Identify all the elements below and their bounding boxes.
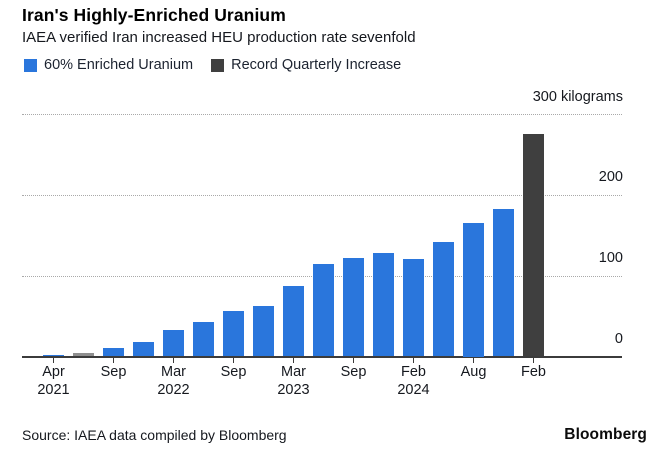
x-tick-Mar2023 [292, 357, 295, 363]
legend-swatch-dark-icon [211, 58, 225, 72]
y-axis-label-100: 100 [598, 250, 623, 267]
x-tick-Sep [352, 357, 355, 363]
bloomberg-logo: Bloomberg [564, 426, 647, 443]
x-tick-Mar2022 [172, 357, 175, 363]
legend-label: 60% Enriched Uranium [44, 57, 194, 73]
bar-4 [163, 329, 184, 357]
x-axis-label-month: Feb [521, 364, 546, 380]
bar-1 [73, 353, 94, 357]
x-tick-Sep [232, 357, 235, 363]
x-axis-label-month: Mar [161, 364, 186, 380]
y-axis-label-300: 300 kilograms [532, 88, 623, 105]
chart-subtitle: IAEA verified Iran increased HEU product… [22, 29, 416, 46]
x-tick-Feb [532, 357, 535, 363]
x-axis-label-year: 2021 [37, 382, 70, 398]
legend-swatch-blue-icon [24, 58, 37, 72]
legend: 60% Enriched Uranium Record Quarterly In… [24, 57, 401, 73]
x-axis-label-month: Feb [401, 364, 426, 380]
bar-12 [403, 258, 424, 357]
x-axis-label-year: 2022 [157, 382, 190, 398]
legend-item-enriched-uranium: 60% Enriched Uranium [24, 57, 193, 73]
bar-10 [343, 257, 364, 357]
x-axis-line [22, 356, 622, 358]
gridline-200 [22, 194, 622, 196]
source-note: Source: IAEA data compiled by Bloomberg [22, 427, 287, 443]
bar-16 [523, 134, 544, 357]
x-axis-label-month: Sep [340, 364, 367, 380]
bar-2 [103, 348, 124, 357]
x-tick-Apr2021 [52, 357, 55, 363]
y-axis-label-0: 0 [614, 331, 623, 347]
x-axis-label-month: Sep [100, 364, 127, 380]
x-axis-label-month: Apr [42, 364, 65, 380]
x-tick-Sep [112, 357, 115, 363]
bar-15 [493, 209, 514, 357]
bar-5 [193, 321, 214, 357]
y-axis-label-200: 200 [598, 169, 623, 186]
bar-0 [43, 354, 64, 357]
bar-7 [253, 306, 274, 357]
x-tick-Feb2024 [412, 357, 415, 363]
x-axis-label-month: Sep [220, 364, 247, 380]
x-tick-Aug [472, 357, 475, 363]
x-axis-label-year: 2023 [277, 382, 310, 398]
x-axis-label-month: Mar [281, 364, 306, 380]
bar-8 [283, 286, 304, 357]
bar-3 [133, 341, 154, 357]
bar-13 [433, 241, 454, 357]
x-axis-label-year: 2024 [397, 382, 430, 398]
gridline-300 [22, 114, 622, 115]
x-axis-label-month: Aug [460, 364, 487, 380]
legend-label: Record Quarterly Increase [231, 57, 402, 73]
bar-14 [463, 223, 484, 357]
bar-6 [223, 311, 244, 357]
bar-9 [313, 264, 334, 357]
bar-11 [373, 253, 394, 357]
legend-item-record-increase: Record Quarterly Increase [211, 57, 401, 73]
page-title: Iran's Highly-Enriched Uranium [22, 5, 286, 25]
